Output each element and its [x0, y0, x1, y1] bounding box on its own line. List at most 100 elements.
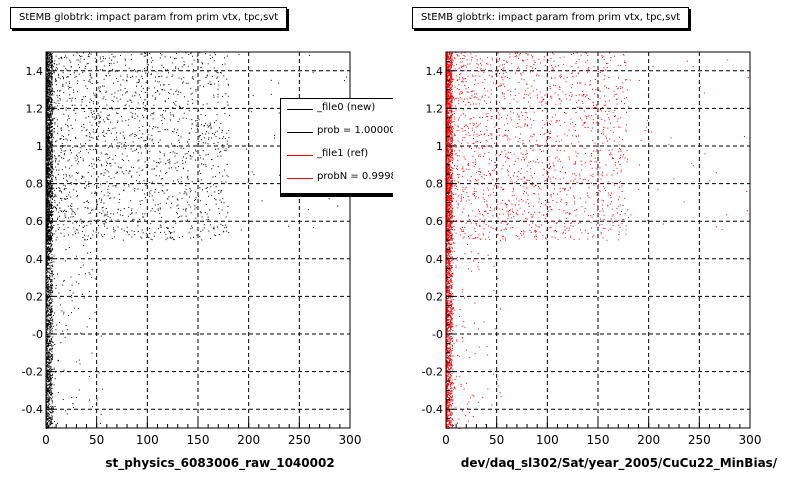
data-point [47, 388, 49, 390]
data-point [51, 196, 53, 198]
data-point [451, 265, 453, 266]
data-point [55, 371, 56, 373]
data-point [128, 105, 130, 107]
data-point [46, 133, 48, 135]
data-point [102, 56, 104, 57]
data-point [46, 102, 48, 104]
data-point [94, 192, 96, 194]
data-point [51, 87, 53, 89]
data-point [126, 79, 128, 81]
data-point [49, 314, 51, 316]
data-point [123, 230, 125, 232]
data-point [193, 78, 194, 80]
data-point [48, 307, 50, 309]
data-point [191, 123, 193, 125]
data-point [53, 207, 55, 208]
data-point [137, 160, 139, 162]
data-point [196, 126, 198, 127]
data-point [48, 160, 50, 162]
data-point [46, 420, 48, 422]
data-point [193, 152, 194, 154]
data-point [75, 255, 77, 257]
data-point [105, 132, 107, 134]
data-point [47, 137, 49, 139]
data-point [51, 418, 52, 420]
data-point [51, 148, 53, 150]
data-point [103, 78, 105, 80]
data-point [46, 407, 48, 409]
data-point [170, 207, 172, 209]
data-point [151, 57, 152, 59]
data-point [49, 146, 51, 148]
data-point [77, 82, 78, 84]
data-point [126, 80, 128, 82]
data-point [153, 126, 155, 128]
data-point [46, 335, 48, 337]
data-point [205, 154, 207, 156]
data-point [47, 85, 49, 87]
data-point [144, 99, 146, 101]
data-point [98, 121, 100, 123]
data-point [117, 147, 119, 149]
data-point [112, 56, 114, 58]
data-point [195, 90, 197, 92]
data-point [159, 208, 161, 210]
data-point [46, 191, 48, 193]
data-point [50, 190, 52, 192]
data-point [47, 116, 49, 118]
data-point [77, 80, 79, 82]
data-point [57, 392, 59, 394]
data-point [50, 205, 52, 207]
data-point [198, 126, 199, 128]
data-point [188, 204, 190, 206]
data-point [46, 375, 48, 377]
data-point [114, 70, 116, 72]
data-point [197, 58, 198, 60]
data-point [68, 88, 70, 90]
data-point [54, 406, 56, 407]
data-point [112, 185, 114, 187]
data-point [50, 394, 52, 396]
data-point [50, 286, 52, 288]
data-point [156, 162, 158, 163]
data-point [214, 52, 215, 54]
data-point [49, 84, 51, 86]
data-point [50, 398, 52, 400]
data-point [91, 209, 93, 211]
data-point [49, 348, 51, 349]
data-point [110, 219, 112, 221]
data-point [307, 209, 309, 211]
data-point [171, 143, 172, 145]
data-point [46, 413, 48, 415]
data-point [94, 278, 96, 280]
data-point [217, 94, 219, 95]
data-point [98, 114, 100, 116]
data-point [46, 242, 48, 244]
data-point [50, 120, 52, 122]
data-point [47, 112, 49, 114]
data-point [46, 236, 48, 238]
data-point [169, 112, 171, 114]
data-point [49, 411, 51, 413]
data-point [50, 280, 52, 282]
data-point [49, 355, 51, 357]
data-point [66, 329, 68, 331]
data-point [49, 65, 51, 67]
data-point [447, 188, 449, 190]
data-point [51, 185, 53, 187]
data-point [77, 91, 78, 93]
data-point [49, 185, 50, 187]
data-point [47, 251, 49, 252]
data-point [171, 232, 173, 234]
data-point [49, 206, 51, 208]
data-point [51, 100, 53, 102]
data-point [104, 153, 106, 155]
data-point [51, 141, 53, 143]
data-point [63, 139, 65, 140]
data-point [53, 187, 55, 189]
data-point [173, 115, 175, 117]
data-point [49, 191, 51, 193]
data-point [52, 284, 53, 286]
data-point [52, 107, 54, 109]
data-point [446, 204, 448, 206]
